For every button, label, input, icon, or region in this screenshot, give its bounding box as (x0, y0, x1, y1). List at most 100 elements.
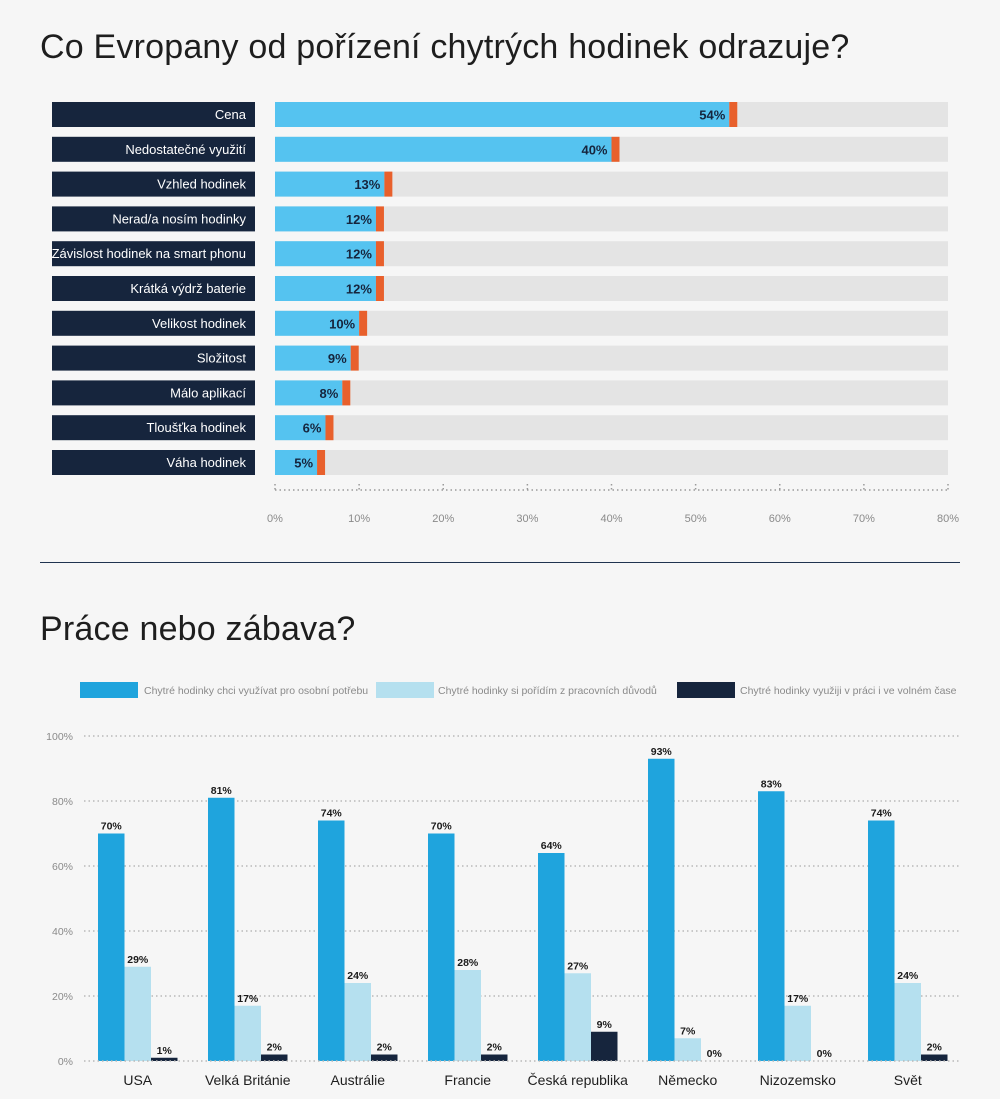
category-label-box (52, 380, 255, 406)
bar-value-label: 27% (567, 960, 589, 972)
bar-end-marker (611, 136, 620, 162)
bar-value-label: 70% (431, 821, 453, 833)
x-tick-label: 30% (516, 513, 538, 525)
bar (275, 241, 376, 267)
bar-track (275, 241, 948, 267)
bar-value-label: 1% (157, 1045, 173, 1057)
category-label: Velikost hodinek (152, 316, 246, 331)
bar (275, 310, 360, 336)
x-tick-label: 50% (685, 513, 707, 525)
y-tick-label: 100% (46, 731, 73, 743)
bar-value-label: 24% (897, 970, 919, 982)
category-label: Krátká výdrž baterie (130, 281, 246, 296)
bar-end-marker (375, 276, 384, 301)
bar (538, 853, 565, 1061)
bar-end-marker (317, 450, 326, 475)
category-label: Nerad/a nosím hodinky (112, 211, 246, 226)
bar (564, 973, 591, 1061)
category-label-box (52, 310, 255, 336)
bar-value-label: 93% (651, 746, 673, 758)
x-tick-label: 70% (853, 513, 875, 525)
bar-track (275, 380, 948, 406)
bar (344, 983, 371, 1061)
bar-value-label: 29% (127, 954, 149, 966)
category-label-box (52, 102, 255, 127)
bar-value-label: 8% (320, 386, 339, 401)
deterrents-bar-chart: Cena 54% Nedostatečné využití 40% Vzhled hod… (52, 102, 959, 525)
bar-value-label: 9% (328, 351, 347, 366)
x-category-label: Francie (444, 1072, 491, 1088)
legend-label: Chytré hodinky si pořídím z pracovních d… (438, 685, 657, 697)
x-tick-label: 20% (432, 513, 454, 525)
bar (758, 791, 785, 1061)
bar-value-label: 12% (346, 212, 372, 227)
bar (454, 970, 481, 1061)
bar-value-label: 74% (871, 808, 893, 820)
legend-swatch (376, 682, 434, 698)
bar (275, 415, 326, 441)
bar-value-label: 12% (346, 247, 372, 262)
legend-swatch (677, 682, 735, 698)
x-category-label: Německo (658, 1072, 717, 1088)
bar (371, 1054, 398, 1061)
y-tick-label: 0% (58, 1056, 73, 1068)
bar-end-marker (375, 206, 384, 232)
bar-value-label: 6% (303, 421, 322, 436)
bar-value-label: 70% (101, 821, 123, 833)
category-label-box (52, 450, 255, 475)
x-category-label: Nizozemsko (760, 1072, 836, 1088)
bar (98, 833, 125, 1061)
bar (208, 797, 235, 1061)
bar (275, 171, 385, 197)
bar (275, 206, 376, 232)
bar (481, 1054, 508, 1061)
bar-value-label: 28% (457, 957, 479, 969)
bar-end-marker (350, 345, 359, 371)
bar-value-label: 2% (267, 1042, 283, 1054)
y-tick-label: 20% (52, 991, 73, 1003)
bar (151, 1057, 178, 1061)
category-label: Málo aplikací (170, 385, 246, 400)
bar-value-label: 74% (321, 808, 343, 820)
category-label-box (52, 241, 255, 267)
bar (275, 380, 343, 406)
bar-track (275, 276, 948, 301)
x-category-label: Česká republika (528, 1072, 629, 1088)
bar-value-label: 17% (237, 993, 259, 1005)
category-label: Závislost hodinek na smart phonu (52, 246, 246, 261)
bar (124, 966, 151, 1061)
legend-swatch (80, 682, 138, 698)
category-label: Složitost (197, 351, 247, 366)
bar (784, 1005, 811, 1061)
x-tick-label: 40% (600, 513, 622, 525)
bar-track (275, 415, 948, 441)
category-label: Cena (215, 107, 247, 122)
bar-value-label: 7% (680, 1025, 696, 1037)
bar (261, 1054, 288, 1061)
y-tick-label: 60% (52, 861, 73, 873)
bar (275, 276, 376, 301)
chart-title-deterrents: Co Evropany od pořízení chytrých hodinek… (40, 28, 850, 66)
bar-value-label: 81% (211, 785, 233, 797)
bar-value-label: 0% (707, 1048, 723, 1060)
bar (591, 1031, 618, 1061)
bar-value-label: 12% (346, 282, 372, 297)
bar-track (275, 310, 948, 336)
y-tick-label: 40% (52, 926, 73, 938)
x-category-label: Austrálie (331, 1072, 386, 1088)
chart-title-work-or-fun: Práce nebo zábava? (40, 610, 356, 648)
category-label: Váha hodinek (166, 455, 246, 470)
bar-value-label: 13% (354, 177, 380, 192)
bar-value-label: 40% (581, 142, 607, 157)
bar-value-label: 5% (294, 456, 313, 471)
bar (234, 1005, 261, 1061)
bar-track (275, 206, 948, 232)
bar-track (275, 345, 948, 371)
section-divider (40, 562, 960, 563)
bar (674, 1038, 701, 1061)
category-label-box (52, 136, 255, 162)
y-tick-label: 80% (52, 796, 73, 808)
x-category-label: Svět (894, 1072, 922, 1088)
bar (275, 136, 612, 162)
legend-label: Chytré hodinky využiji v práci i ve voln… (740, 685, 957, 697)
